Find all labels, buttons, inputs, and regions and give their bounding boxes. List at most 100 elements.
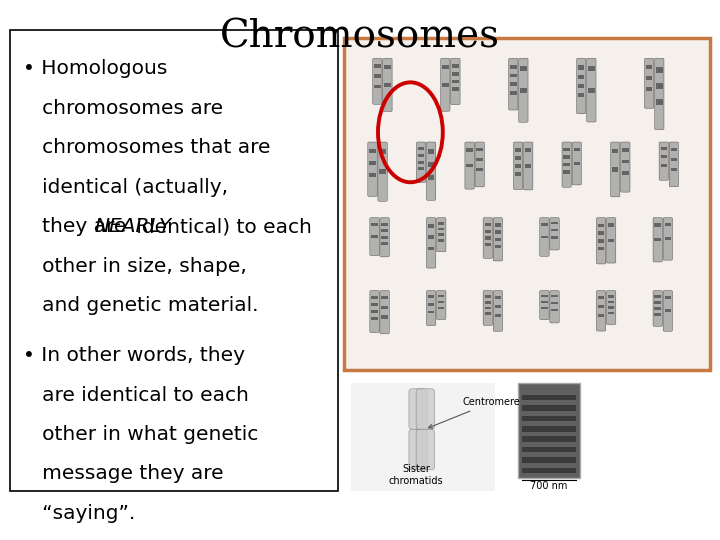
FancyBboxPatch shape: [621, 142, 630, 192]
FancyBboxPatch shape: [665, 309, 671, 313]
FancyBboxPatch shape: [372, 317, 378, 320]
FancyBboxPatch shape: [513, 142, 523, 190]
FancyBboxPatch shape: [369, 173, 376, 178]
FancyBboxPatch shape: [525, 164, 531, 168]
FancyBboxPatch shape: [541, 235, 548, 239]
FancyBboxPatch shape: [515, 156, 521, 160]
FancyBboxPatch shape: [485, 223, 491, 226]
FancyBboxPatch shape: [515, 172, 521, 176]
FancyBboxPatch shape: [660, 156, 667, 158]
FancyBboxPatch shape: [552, 229, 558, 232]
FancyBboxPatch shape: [382, 236, 388, 239]
FancyBboxPatch shape: [552, 309, 558, 312]
FancyBboxPatch shape: [382, 242, 388, 245]
FancyBboxPatch shape: [428, 235, 434, 239]
FancyBboxPatch shape: [564, 171, 570, 174]
FancyBboxPatch shape: [428, 176, 434, 180]
FancyBboxPatch shape: [515, 164, 521, 167]
FancyBboxPatch shape: [654, 58, 664, 130]
FancyBboxPatch shape: [508, 58, 518, 110]
FancyBboxPatch shape: [552, 295, 558, 298]
FancyBboxPatch shape: [541, 222, 548, 226]
FancyBboxPatch shape: [646, 65, 652, 69]
FancyBboxPatch shape: [384, 83, 391, 87]
FancyBboxPatch shape: [550, 218, 559, 250]
FancyBboxPatch shape: [540, 218, 549, 256]
Text: they are: they are: [23, 217, 132, 236]
FancyBboxPatch shape: [428, 247, 434, 251]
FancyBboxPatch shape: [372, 303, 378, 306]
Text: • Homologous: • Homologous: [23, 59, 168, 78]
FancyBboxPatch shape: [654, 307, 661, 310]
FancyBboxPatch shape: [426, 291, 436, 326]
FancyBboxPatch shape: [438, 233, 444, 236]
FancyBboxPatch shape: [483, 291, 492, 326]
FancyBboxPatch shape: [374, 64, 381, 68]
FancyBboxPatch shape: [493, 291, 503, 331]
FancyBboxPatch shape: [418, 167, 424, 171]
FancyBboxPatch shape: [485, 312, 491, 315]
FancyBboxPatch shape: [426, 142, 436, 200]
FancyBboxPatch shape: [574, 147, 580, 151]
FancyBboxPatch shape: [451, 58, 460, 105]
FancyBboxPatch shape: [608, 224, 614, 227]
FancyBboxPatch shape: [409, 429, 427, 470]
FancyBboxPatch shape: [418, 161, 424, 164]
FancyBboxPatch shape: [518, 383, 580, 478]
FancyBboxPatch shape: [493, 218, 503, 261]
FancyBboxPatch shape: [416, 429, 434, 470]
FancyBboxPatch shape: [477, 168, 483, 171]
FancyBboxPatch shape: [574, 162, 580, 165]
FancyBboxPatch shape: [452, 80, 459, 83]
FancyBboxPatch shape: [608, 301, 614, 303]
FancyBboxPatch shape: [522, 395, 576, 401]
FancyBboxPatch shape: [598, 239, 604, 242]
Text: chromosomes are: chromosomes are: [23, 99, 223, 118]
FancyBboxPatch shape: [441, 58, 450, 111]
FancyBboxPatch shape: [606, 291, 616, 325]
FancyBboxPatch shape: [438, 239, 444, 241]
FancyBboxPatch shape: [10, 30, 338, 491]
FancyBboxPatch shape: [588, 87, 595, 93]
FancyBboxPatch shape: [515, 148, 521, 152]
FancyBboxPatch shape: [416, 142, 426, 183]
FancyBboxPatch shape: [438, 228, 444, 231]
FancyBboxPatch shape: [608, 239, 614, 242]
Text: Centromere: Centromere: [428, 397, 521, 428]
FancyBboxPatch shape: [598, 247, 604, 250]
FancyBboxPatch shape: [622, 171, 629, 174]
FancyBboxPatch shape: [552, 236, 558, 239]
FancyBboxPatch shape: [587, 58, 596, 122]
FancyBboxPatch shape: [384, 65, 391, 69]
FancyBboxPatch shape: [428, 224, 434, 228]
FancyBboxPatch shape: [383, 58, 392, 112]
FancyBboxPatch shape: [416, 389, 434, 429]
FancyBboxPatch shape: [382, 306, 388, 309]
Text: message they are: message they are: [23, 464, 224, 483]
FancyBboxPatch shape: [596, 291, 606, 331]
FancyBboxPatch shape: [518, 58, 528, 122]
FancyBboxPatch shape: [598, 314, 604, 317]
Text: NEARLY: NEARLY: [94, 217, 171, 236]
FancyBboxPatch shape: [665, 223, 671, 226]
FancyBboxPatch shape: [428, 303, 434, 306]
FancyBboxPatch shape: [598, 296, 604, 299]
FancyBboxPatch shape: [438, 307, 444, 309]
Text: Sister
chromatids: Sister chromatids: [389, 464, 444, 486]
FancyBboxPatch shape: [578, 65, 585, 70]
FancyBboxPatch shape: [656, 67, 662, 72]
FancyBboxPatch shape: [442, 83, 449, 87]
FancyBboxPatch shape: [654, 295, 661, 298]
FancyBboxPatch shape: [370, 218, 379, 255]
FancyBboxPatch shape: [452, 64, 459, 68]
FancyBboxPatch shape: [370, 291, 379, 333]
FancyBboxPatch shape: [612, 167, 618, 172]
FancyBboxPatch shape: [436, 291, 446, 320]
FancyBboxPatch shape: [475, 142, 485, 187]
FancyBboxPatch shape: [564, 163, 570, 166]
Text: identical (actually,: identical (actually,: [23, 178, 228, 197]
Text: 700 nm: 700 nm: [531, 481, 567, 491]
FancyBboxPatch shape: [646, 76, 652, 80]
FancyBboxPatch shape: [608, 312, 614, 314]
FancyBboxPatch shape: [374, 85, 381, 88]
